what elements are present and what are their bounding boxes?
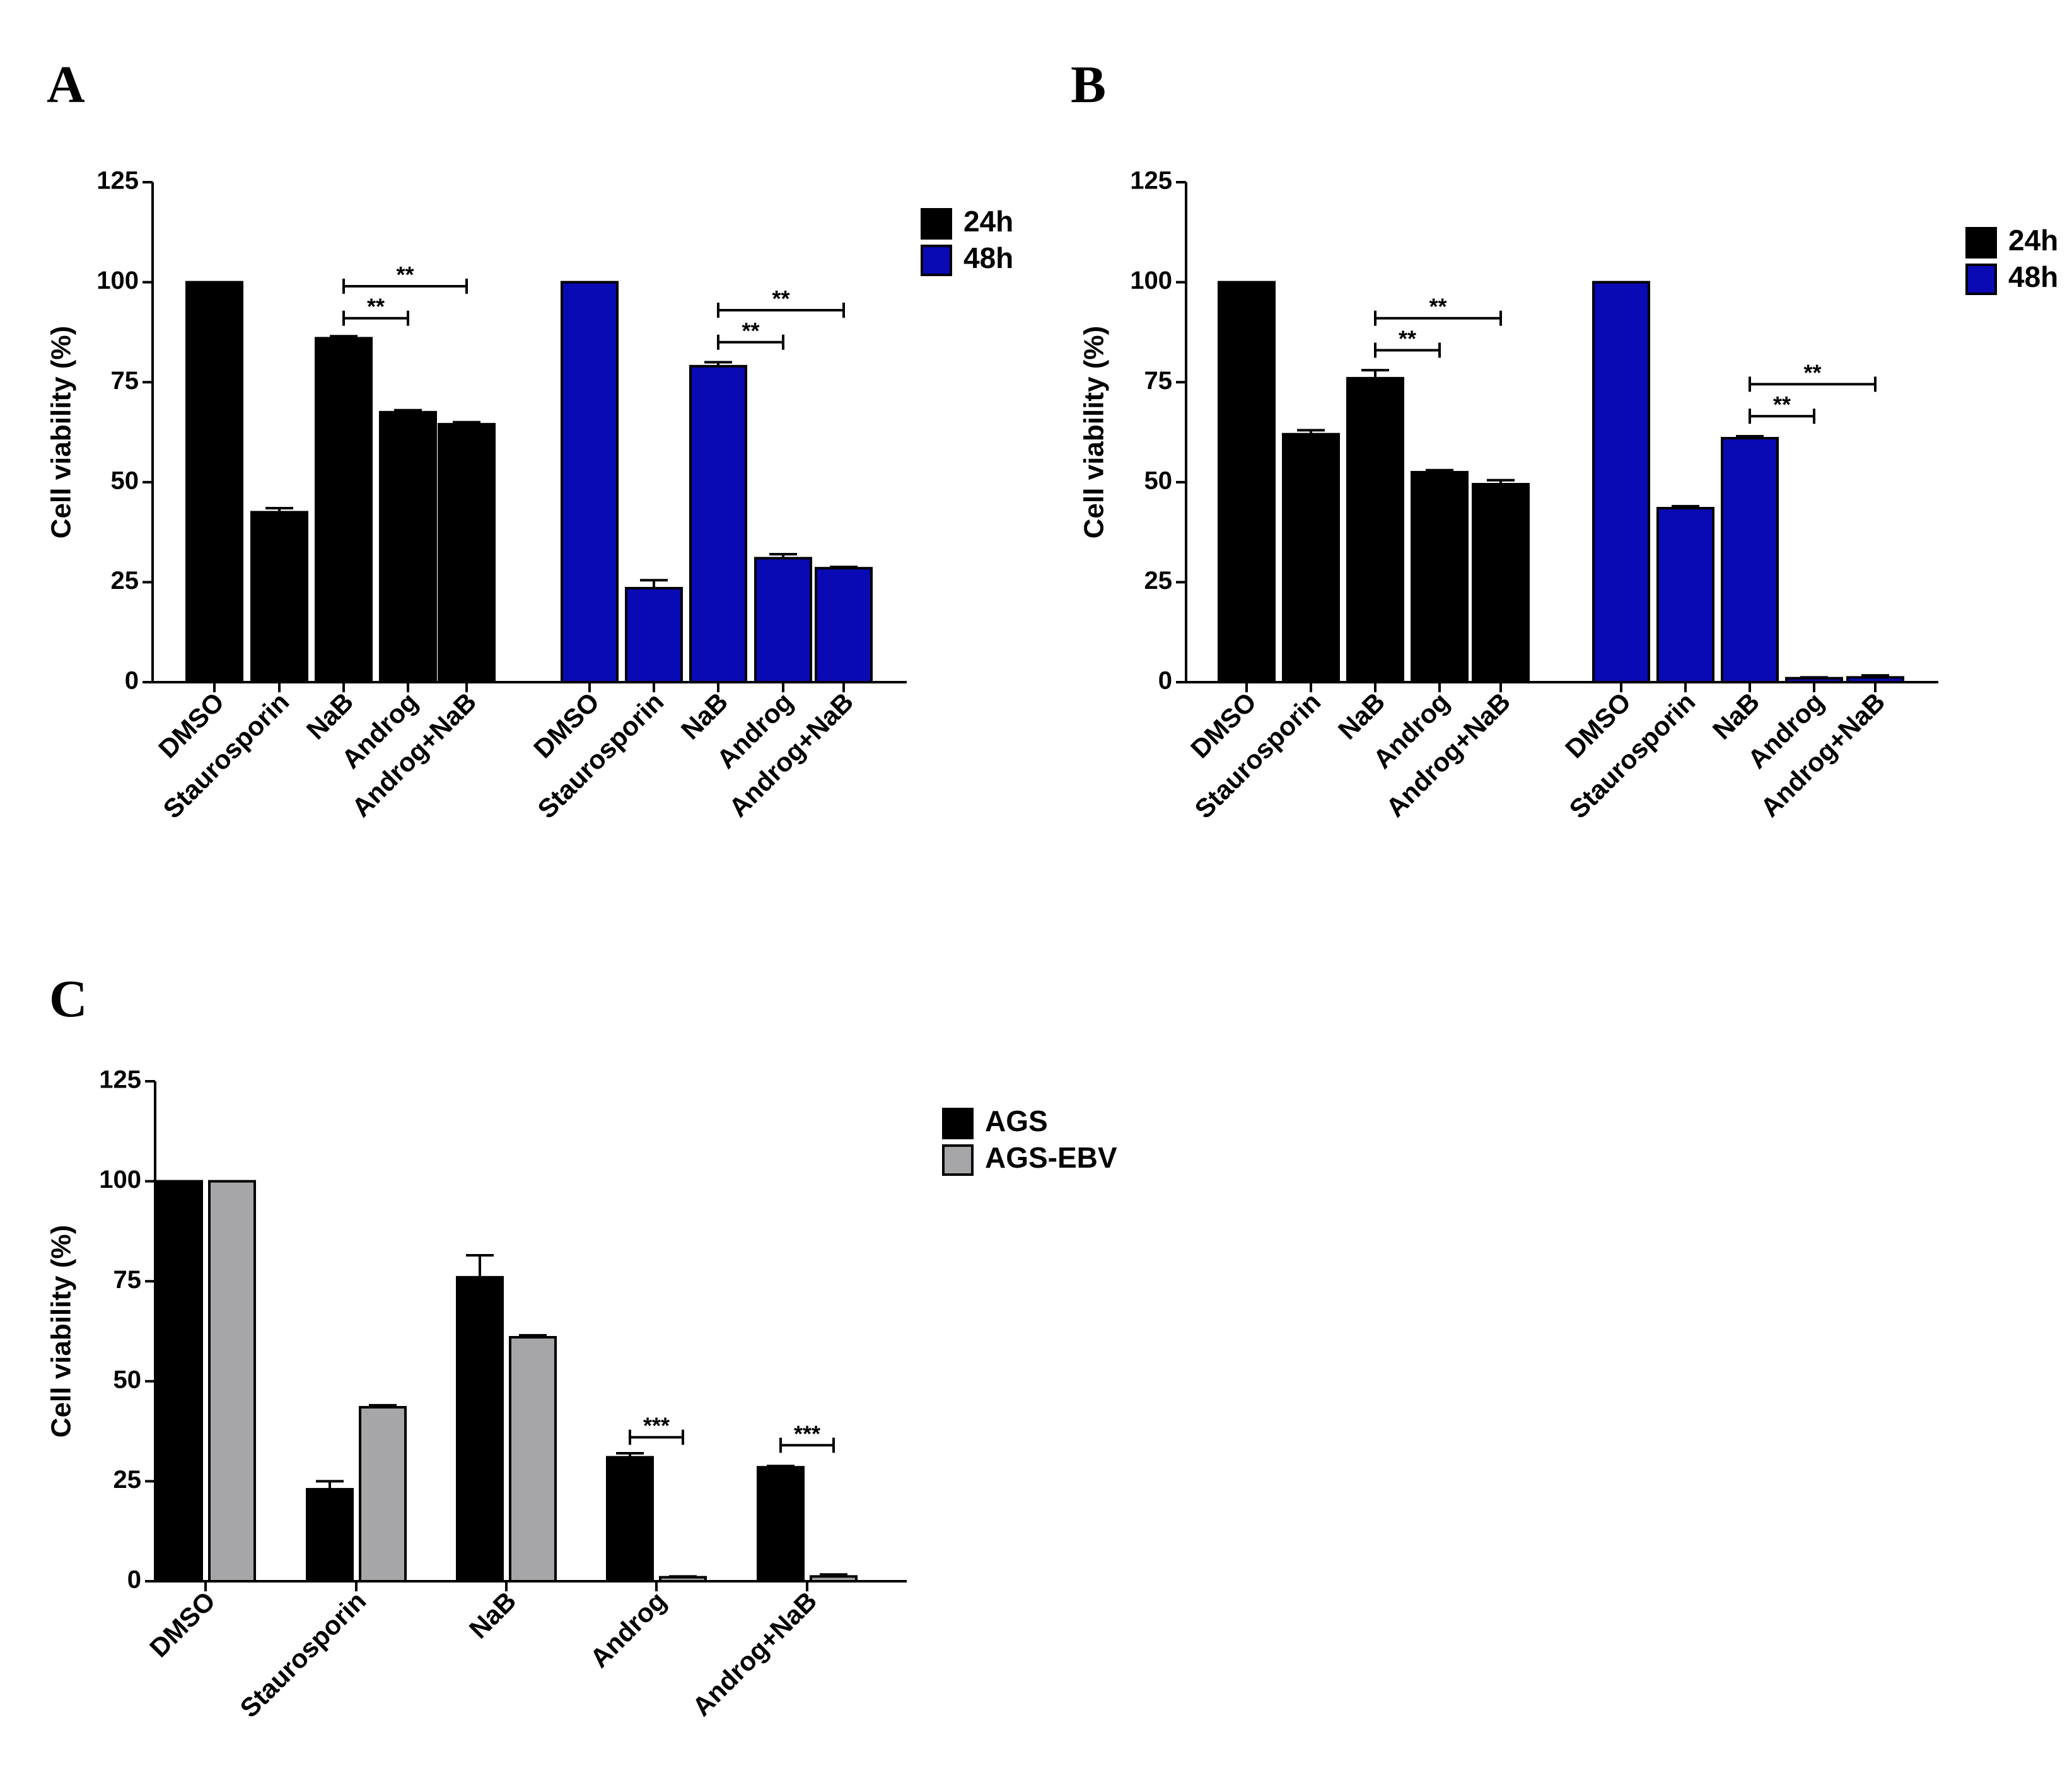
panel-c-bar-ags-androg (606, 1456, 654, 1583)
panel-b-bar-48h-nab (1721, 437, 1779, 683)
panel-c-y-tick-label: 0 (127, 1566, 141, 1594)
panel-b-legend-label: 48h (2008, 260, 2058, 293)
panel-a-y-tick-label: 0 (125, 667, 139, 695)
panel-b-bar-48h-androg (1785, 677, 1843, 684)
panel-a-bar-24h-androg-nab (438, 422, 496, 683)
panel-b-y-tick-label: 25 (1144, 567, 1173, 595)
panel-c-y-tick-label: 25 (113, 1466, 142, 1494)
panel-c-y-tick-label: 125 (99, 1066, 141, 1094)
panel-b-significance-label: ** (1429, 294, 1446, 320)
panel-c-legend-label: AGS (985, 1105, 1048, 1137)
panel-b-bar-48h-androg-nab (1846, 676, 1904, 684)
panel-a-legend-swatch (921, 245, 952, 276)
panel-b-y-tick-label: 125 (1130, 167, 1172, 195)
panel-c-bar-ags-ebv-staurosporin (359, 1406, 407, 1583)
panel-c-y-axis-label: Cell viability (%) (46, 1225, 77, 1437)
panel-c-legend-swatch (942, 1108, 974, 1139)
panel-c-bar-ags-dmso (155, 1180, 203, 1583)
panel-b-y-tick-label: 0 (1158, 667, 1172, 695)
panel-b-y-axis-label: Cell viability (%) (1079, 326, 1110, 538)
panel-b-bar-48h-staurosporin (1656, 507, 1714, 683)
panel-c-letter: C (49, 970, 88, 1028)
panel-b-bar-48h-dmso (1592, 281, 1650, 684)
panel-b-y-tick-label: 75 (1144, 367, 1173, 395)
panel-a-significance-label: ** (772, 286, 789, 311)
panel-a-legend-label: 24h (963, 205, 1013, 238)
panel-b-bar-24h-staurosporin (1282, 433, 1340, 683)
panel-c-legend-swatch (942, 1144, 974, 1176)
panel-b-bar-24h-dmso (1218, 281, 1276, 684)
panel-a-bar-48h-staurosporin (625, 586, 683, 684)
panel-a-significance-label: ** (396, 262, 414, 287)
panel-c-y-tick-label: 50 (113, 1366, 142, 1393)
panel-a-bar-24h-androg (379, 410, 437, 684)
panel-a-y-tick-label: 125 (96, 167, 139, 195)
panel-a-significance-label: ** (742, 318, 759, 344)
panel-a-y-axis-label: Cell viability (%) (46, 326, 77, 538)
panel-c-bar-ags-ebv-dmso (208, 1180, 256, 1583)
panel-a-bar-48h-nab (689, 364, 747, 683)
panel-b-significance-label: ** (1399, 325, 1416, 351)
panel-c-bar-ags-androg-nab (757, 1466, 805, 1583)
panel-a-bar-24h-nab (315, 337, 373, 683)
panel-a-legend-swatch (921, 208, 952, 240)
panel-a-y-tick-label: 100 (96, 267, 139, 294)
panel-b-significance-label: ** (1773, 392, 1791, 417)
panel-a-bar-24h-dmso (185, 281, 243, 684)
panel-b-bar-24h-androg-nab (1472, 482, 1530, 683)
panel-c-significance-label: *** (643, 1413, 670, 1439)
panel-b-bar-24h-nab (1346, 376, 1404, 684)
panel-a-bar-48h-dmso (561, 281, 619, 684)
panel-a-y-tick-label: 75 (111, 367, 139, 395)
panel-c-y-tick-label: 75 (113, 1266, 142, 1294)
panel-a-y-tick-label: 50 (111, 467, 139, 494)
panel-b-y-tick-label: 100 (1130, 267, 1172, 294)
panel-c-significance-label: *** (794, 1420, 820, 1446)
panel-c-y-tick-label: 100 (99, 1166, 141, 1194)
panel-c-bar-ags-ebv-nab (509, 1336, 557, 1583)
panel-b-legend-swatch (1965, 264, 1997, 295)
panel-b-letter: B (1071, 55, 1106, 114)
panel-c-legend-label: AGS-EBV (985, 1141, 1117, 1174)
panel-a-bar-48h-androg-nab (815, 567, 873, 683)
panel-b-legend-label: 24h (2008, 224, 2058, 257)
panel-a-y-tick-label: 25 (111, 567, 139, 595)
panel-b-y-tick-label: 50 (1144, 467, 1173, 494)
panel-b-significance-label: ** (1803, 359, 1821, 385)
panel-b-bar-24h-androg (1411, 470, 1469, 683)
panel-c-bar-ags-nab (456, 1275, 504, 1583)
panel-a-letter: A (47, 55, 85, 114)
panel-c-bar-ags-staurosporin (306, 1488, 354, 1583)
panel-a-bar-48h-androg (754, 557, 812, 683)
panel-a-significance-label: ** (367, 294, 385, 320)
panel-c-bar-ags-ebv-androg-nab (810, 1575, 858, 1583)
panel-c-bar-ags-ebv-androg (659, 1576, 707, 1583)
panel-b-legend-swatch (1965, 227, 1997, 258)
panel-a-legend-label: 48h (963, 241, 1013, 274)
panel-a-bar-24h-staurosporin (250, 511, 308, 683)
